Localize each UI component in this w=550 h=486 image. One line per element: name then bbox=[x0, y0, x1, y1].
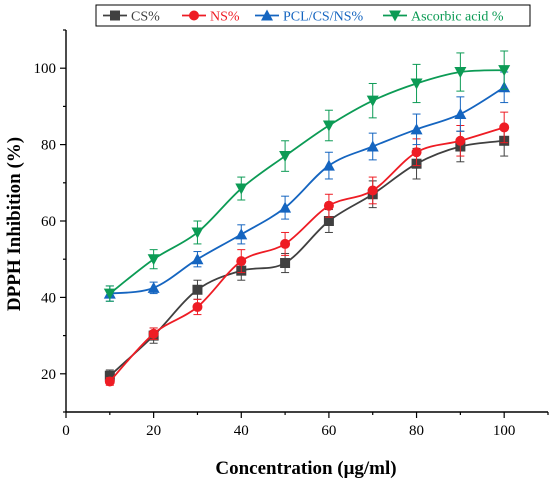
data-point bbox=[147, 281, 160, 293]
y-tick-label: 60 bbox=[41, 214, 56, 230]
data-point bbox=[455, 135, 466, 146]
data-point bbox=[191, 253, 204, 265]
data-point bbox=[410, 123, 423, 135]
data-point bbox=[323, 216, 334, 226]
legend-marker bbox=[389, 10, 401, 22]
x-tick-label: 60 bbox=[321, 423, 336, 439]
y-tick-label: 40 bbox=[41, 290, 56, 306]
data-point bbox=[235, 228, 248, 240]
plot-area: 0 20 40 60 80 100 20 40 60 80 100 bbox=[34, 29, 549, 439]
data-point bbox=[235, 183, 248, 195]
y-tick-label: 80 bbox=[41, 138, 56, 154]
series-cs bbox=[104, 125, 510, 382]
data-point bbox=[191, 227, 204, 239]
legend-label: Ascorbic acid % bbox=[411, 10, 504, 25]
data-point bbox=[103, 288, 116, 300]
series-line bbox=[109, 139, 505, 377]
data-point bbox=[454, 67, 467, 79]
data-point bbox=[236, 256, 247, 267]
series-pcl-cs-ns bbox=[103, 71, 511, 302]
data-point bbox=[279, 201, 292, 213]
legend-marker bbox=[261, 9, 273, 21]
legend-marker bbox=[189, 10, 199, 21]
data-point bbox=[499, 122, 510, 133]
data-point bbox=[280, 238, 291, 249]
data-point bbox=[498, 65, 511, 77]
data-point bbox=[280, 258, 291, 269]
data-point bbox=[192, 301, 203, 312]
data-point bbox=[366, 95, 379, 107]
series-line bbox=[109, 126, 505, 383]
legend-box bbox=[95, 4, 531, 27]
x-axis-title: Concentration (μg/ml) bbox=[215, 458, 396, 479]
legend-label: CS% bbox=[131, 10, 160, 25]
data-point bbox=[454, 108, 467, 120]
data-point bbox=[366, 140, 379, 152]
data-point bbox=[104, 376, 115, 387]
y-axis-title: DPPH Inhibition (%) bbox=[4, 137, 25, 311]
data-point bbox=[410, 78, 423, 90]
series-line bbox=[109, 86, 505, 295]
series-ascorbic-acid bbox=[103, 50, 511, 302]
legend-label: NS% bbox=[210, 10, 240, 25]
y-tick-label: 100 bbox=[34, 61, 57, 77]
data-point bbox=[323, 200, 334, 211]
data-point bbox=[322, 120, 335, 132]
data-point bbox=[322, 159, 335, 171]
legend-label: PCL/CS/NS% bbox=[283, 10, 363, 25]
y-tick-label: 20 bbox=[41, 367, 56, 383]
x-tick-label: 100 bbox=[493, 423, 516, 439]
data-point bbox=[367, 185, 378, 196]
series-ns bbox=[104, 111, 510, 387]
data-point bbox=[148, 328, 159, 339]
legend-marker bbox=[110, 10, 120, 21]
data-point bbox=[279, 151, 292, 163]
x-tick-label: 0 bbox=[62, 423, 70, 439]
x-tick-label: 40 bbox=[234, 423, 249, 439]
data-point bbox=[192, 284, 203, 295]
data-point bbox=[147, 254, 160, 266]
series-line bbox=[109, 69, 505, 295]
data-point bbox=[411, 147, 422, 158]
x-tick-label: 20 bbox=[146, 423, 161, 439]
legend: CS% NS% PCL/CS/NS% Ascorbic acid % bbox=[95, 4, 531, 27]
data-point bbox=[104, 370, 115, 381]
x-tick-label: 80 bbox=[409, 423, 424, 439]
